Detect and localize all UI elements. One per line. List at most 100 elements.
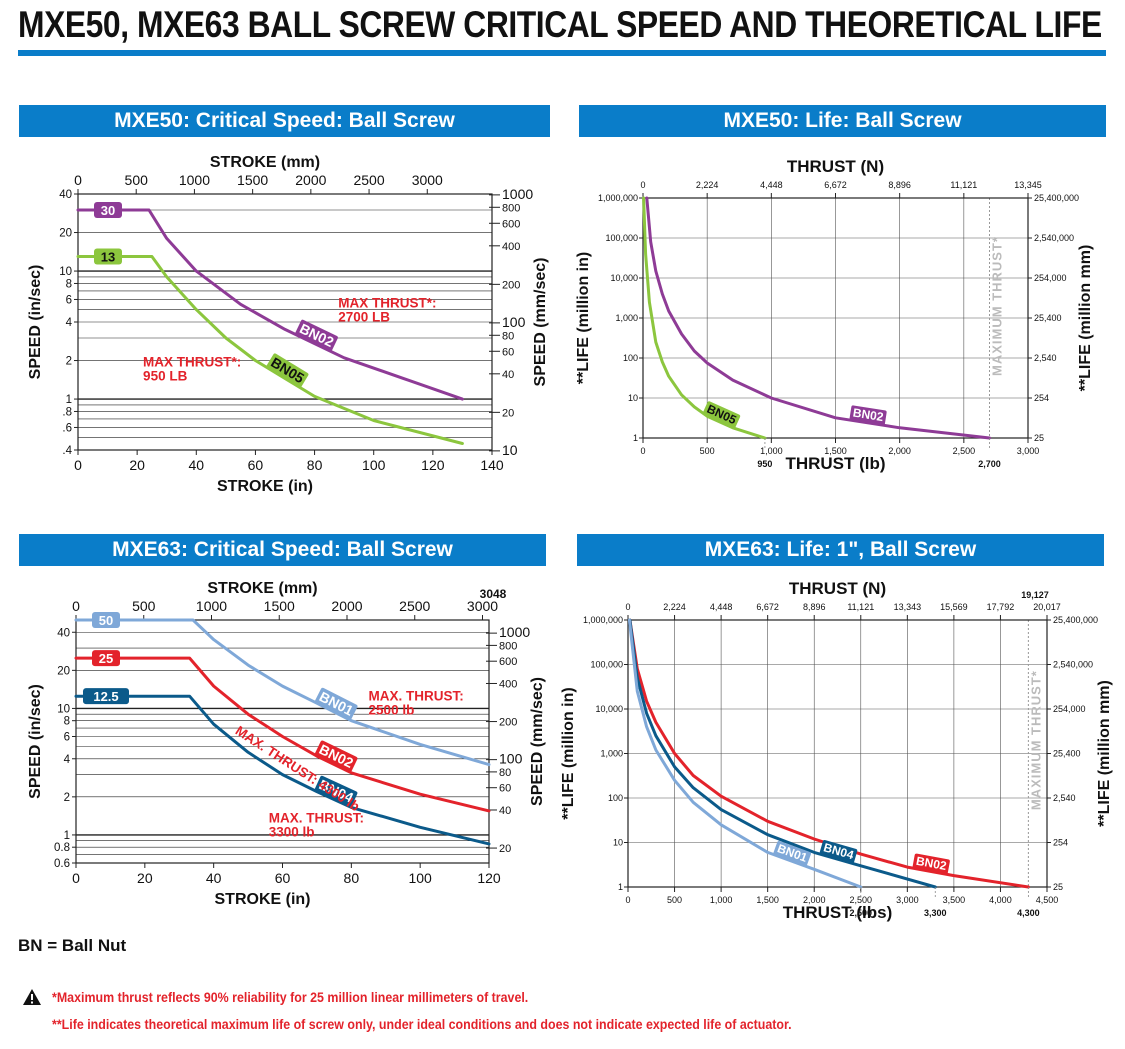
x2-tick-label: 500: [125, 172, 149, 188]
y-tick-label: 4: [66, 317, 73, 329]
y2-tick-label: 400: [499, 678, 517, 690]
y-tick-label: 1,000: [600, 749, 623, 759]
start-label-bg: [92, 650, 120, 667]
y-tick-label: 1,000: [615, 313, 638, 323]
series-line-bn01: [74, 618, 491, 767]
start-label-bg: [94, 201, 122, 218]
y-tick-label: 100,000: [605, 233, 638, 243]
end-value-label-bn05: 950: [757, 459, 772, 469]
y2-tick-label: 25,400: [1053, 749, 1081, 759]
series-line-bn02: [76, 208, 464, 401]
y2-tick-label: 100: [502, 314, 526, 330]
x-tick-label: 0: [625, 895, 630, 905]
y2-tick-label: 2,540,000: [1034, 233, 1074, 243]
x-tick-label: 0: [74, 457, 82, 473]
x-tick-label: 1,500: [756, 895, 779, 905]
x-axis-label: THRUST (lb): [785, 454, 885, 473]
x-tick-label: 80: [344, 870, 360, 886]
y2-tick-label: 25,400: [1034, 313, 1062, 323]
y2-tick-label: 80: [502, 330, 514, 342]
x-tick-label: 1,000: [760, 446, 783, 456]
series-label-bg: [295, 319, 338, 352]
mxe63-life-chart: MAXIMUM THRUST* 0 500 1,000 1,500 2,000 2,500 3…: [560, 579, 1113, 922]
y2-tick-label: 254,000: [1034, 273, 1067, 283]
y-tick-label: 10: [59, 266, 72, 278]
y2-tick-label: 25,400,000: [1053, 615, 1098, 625]
end-value-label-bn04: 3,300: [924, 908, 947, 918]
x-axis-label: THRUST (lbs): [783, 903, 893, 922]
y-tick-label: 2: [66, 356, 72, 368]
start-label-bg: [94, 248, 122, 265]
x2-axis-label: THRUST (N): [787, 157, 884, 176]
y2-tick-label: 25: [1053, 882, 1063, 892]
y-tick-label: 1: [633, 433, 638, 443]
series-line-bn02: [628, 618, 1030, 889]
x2-tick-label: 4,448: [710, 602, 733, 612]
ball-nut-legend-key: BN = Ball Nut: [18, 936, 127, 955]
x2-extra-label: 19,127: [1021, 590, 1049, 600]
x2-tick-label: 0: [625, 602, 630, 612]
x-tick-label: 60: [275, 870, 291, 886]
y-tick-label: 10,000: [610, 273, 638, 283]
x-tick-label: 500: [667, 895, 682, 905]
x-tick-label: 60: [248, 457, 264, 473]
y-tick-label: 2: [64, 792, 70, 804]
start-label-bn01: 50: [99, 613, 113, 628]
x2-tick-label: 2,224: [696, 180, 719, 190]
x2-tick-label: 3000: [467, 598, 498, 614]
max-thrust-label: MAXIMUM THRUST*: [1028, 670, 1043, 810]
y-axis-label: SPEED (in/sec): [27, 684, 44, 799]
x2-tick-label: 15,569: [940, 602, 968, 612]
series-label-bn02: BN02: [912, 853, 950, 875]
x-tick-label: 0: [72, 870, 80, 886]
start-label-bn02: 30: [101, 203, 115, 218]
x-tick-label: 20: [129, 457, 145, 473]
x-tick-label: 3,500: [943, 895, 966, 905]
max-thrust-annotation: MAX. THRUST:2500 lb: [369, 689, 464, 718]
y-tick-label: .4: [62, 445, 72, 457]
y-tick-label: 1: [64, 830, 70, 842]
x-tick-label: 2,500: [953, 446, 976, 456]
x-axis-label: STROKE (in): [215, 891, 311, 908]
x-tick-label: 0: [640, 446, 645, 456]
x2-tick-label: 2,224: [663, 602, 686, 612]
y-tick-label: 20: [57, 665, 70, 677]
x2-tick-label: 2500: [399, 598, 430, 614]
mxe50-life-chart: MAXIMUM THRUST* 0 500 1,000 1,500 2,000 2,500 3…: [575, 157, 1094, 473]
annotation-text: 950 LB: [143, 368, 188, 383]
x2-tick-label: 6,672: [756, 602, 779, 612]
x2-tick-label: 4,448: [760, 180, 783, 190]
x2-tick-label: 13,343: [894, 602, 922, 612]
y2-tick-label: 40: [502, 369, 514, 381]
y2-tick-label: 2,540,000: [1053, 660, 1093, 670]
y2-tick-label: 20: [499, 843, 511, 855]
x2-tick-label: 11,121: [847, 602, 874, 612]
y2-tick-label: 200: [502, 279, 520, 291]
y-tick-label: 10,000: [595, 704, 623, 714]
y-tick-label: 10: [628, 393, 638, 403]
start-label-bg: [92, 612, 120, 628]
series-label-bg: [314, 775, 358, 807]
y-tick-label: 0.8: [54, 842, 70, 854]
x-tick-label: 3,000: [896, 895, 919, 905]
y2-tick-label: 100: [499, 751, 523, 767]
x-tick-label: 4,000: [989, 895, 1012, 905]
series-label-bn02: BN02: [849, 405, 887, 426]
y-tick-label: 40: [59, 189, 72, 201]
x2-tick-label: 1000: [179, 172, 210, 188]
x-tick-label: 4,500: [1036, 895, 1059, 905]
series-label-bg: [702, 401, 741, 429]
x2-tick-label: 0: [640, 180, 645, 190]
x2-tick-label: 2000: [331, 598, 362, 614]
x2-tick-label: 13,345: [1014, 180, 1042, 190]
max-thrust-footnote: *Maximum thrust reflects 90% reliability…: [52, 990, 529, 1005]
y2-tick-label: 60: [502, 346, 514, 358]
y2-tick-label: 40: [499, 805, 511, 817]
y-tick-label: 6: [66, 294, 72, 306]
y2-axis-label: SPEED (mm/sec): [532, 258, 549, 387]
y-tick-label: 6: [64, 731, 70, 743]
x2-axis-label: STROKE (mm): [210, 154, 320, 171]
y2-tick-label: 800: [502, 202, 520, 214]
y-axis-label: **LIFE (million in): [575, 252, 592, 384]
